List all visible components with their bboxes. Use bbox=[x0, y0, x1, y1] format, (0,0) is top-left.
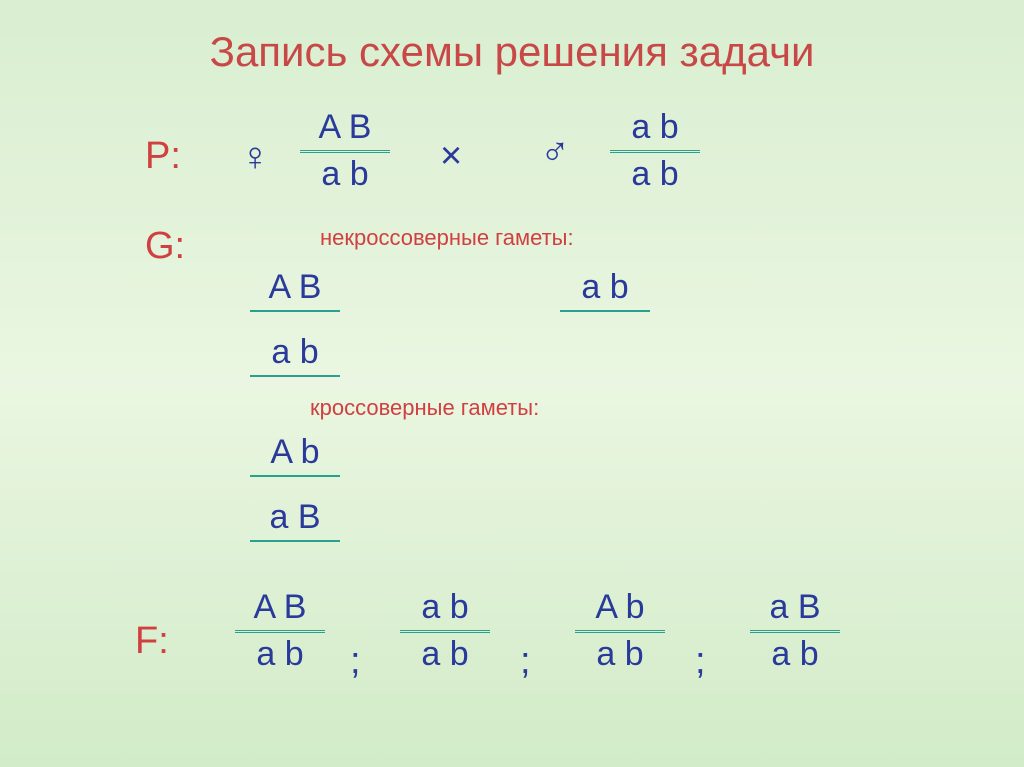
f-label: F: bbox=[135, 620, 169, 663]
gamete-text: A B bbox=[250, 270, 340, 308]
f3-top: A b bbox=[575, 590, 665, 628]
genotype-bar bbox=[300, 150, 390, 153]
p-female-top: A B bbox=[300, 110, 390, 148]
f-offspring-1: A B a b bbox=[235, 590, 325, 672]
gamete-text: a b bbox=[560, 270, 650, 308]
f-offspring-4: a B a b bbox=[750, 590, 840, 672]
gamete-text: a b bbox=[250, 335, 340, 373]
gamete-bar bbox=[560, 310, 650, 312]
separator: ; bbox=[520, 640, 531, 683]
genotype-bar bbox=[235, 630, 325, 633]
genotype-bar bbox=[750, 630, 840, 633]
genotype-bar bbox=[610, 150, 700, 153]
p-label: P: bbox=[145, 135, 181, 178]
p-male-bot: a b bbox=[610, 155, 700, 193]
cross-symbol: × bbox=[440, 135, 462, 178]
g-noncross-female-2: a b bbox=[250, 335, 340, 379]
f2-top: a b bbox=[400, 590, 490, 628]
g-label: G: bbox=[145, 225, 185, 268]
g-noncross-female-1: A B bbox=[250, 270, 340, 314]
g-noncross-male-1: a b bbox=[560, 270, 650, 314]
p-female-bot: a b bbox=[300, 155, 390, 193]
separator: ; bbox=[350, 640, 361, 683]
noncrossover-label: некроссоверные гаметы: bbox=[320, 225, 574, 251]
gamete-bar bbox=[250, 475, 340, 477]
crossover-label: кроссоверные гаметы: bbox=[310, 395, 539, 421]
p-male-top: a b bbox=[610, 110, 700, 148]
f-offspring-3: A b a b bbox=[575, 590, 665, 672]
f4-top: a B bbox=[750, 590, 840, 628]
f3-bot: a b bbox=[575, 635, 665, 673]
f1-top: A B bbox=[235, 590, 325, 628]
f-offspring-2: a b a b bbox=[400, 590, 490, 672]
gamete-text: A b bbox=[250, 435, 340, 473]
gamete-bar bbox=[250, 310, 340, 312]
gamete-text: a B bbox=[250, 500, 340, 538]
female-symbol: ♀ bbox=[240, 135, 270, 180]
male-symbol: ♂ bbox=[540, 130, 570, 175]
separator: ; bbox=[695, 640, 706, 683]
f4-bot: a b bbox=[750, 635, 840, 673]
gamete-bar bbox=[250, 375, 340, 377]
g-cross-female-1: A b bbox=[250, 435, 340, 479]
genotype-bar bbox=[575, 630, 665, 633]
p-male-genotype: a b a b bbox=[610, 110, 700, 192]
g-cross-female-2: a B bbox=[250, 500, 340, 544]
slide-title: Запись схемы решения задачи bbox=[0, 28, 1024, 76]
f2-bot: a b bbox=[400, 635, 490, 673]
f1-bot: a b bbox=[235, 635, 325, 673]
genotype-bar bbox=[400, 630, 490, 633]
gamete-bar bbox=[250, 540, 340, 542]
p-female-genotype: A B a b bbox=[300, 110, 390, 192]
